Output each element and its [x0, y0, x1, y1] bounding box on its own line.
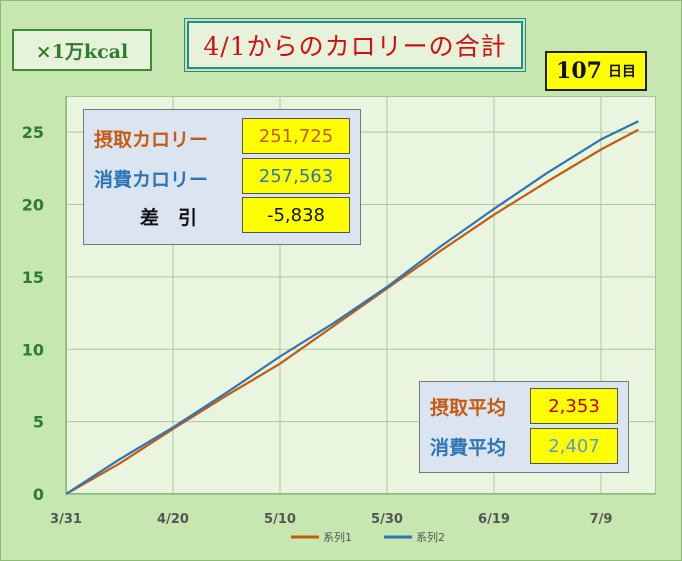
legend-label-1: 系列1	[323, 530, 352, 544]
averages-panel: 摂取平均 2,353 消費平均 2,407	[419, 381, 629, 473]
x-tick-label: 4/20	[157, 512, 189, 527]
y-tick-label: 5	[33, 413, 44, 432]
x-tick-label: 5/10	[264, 512, 296, 527]
intake-total-label: 摂取カロリー	[94, 128, 209, 151]
diff-label: 差 引	[140, 206, 198, 229]
intake-average-label: 摂取平均	[430, 396, 507, 419]
burn-average-label: 消費平均	[430, 436, 507, 459]
legend-label-2: 系列2	[416, 530, 445, 544]
x-tick-label: 3/31	[50, 512, 82, 527]
burn-total-value: 257,563	[242, 158, 350, 194]
y-tick-label: 25	[22, 123, 44, 142]
days-unit: 日目	[607, 64, 636, 80]
series-line-1	[65, 128, 639, 495]
burn-average-value: 2,407	[530, 428, 618, 464]
intake-total-value: 251,725	[242, 118, 350, 154]
x-tick-label: 6/19	[478, 512, 510, 527]
y-tick-label: 0	[33, 485, 44, 504]
diff-value: -5,838	[242, 197, 350, 233]
intake-average-value: 2,353	[530, 388, 618, 424]
y-tick-label: 10	[22, 340, 44, 359]
days-badge: 107 日目	[545, 51, 647, 91]
x-tick-label: 5/30	[371, 512, 403, 527]
totals-panel: 摂取カロリー 251,725 消費カロリー 257,563 差 引 -5,838	[83, 109, 361, 245]
series-line-2	[65, 120, 639, 495]
burn-total-label: 消費カロリー	[94, 168, 209, 191]
unit-label: ×1万kcal	[12, 29, 152, 71]
chart-title: 4/1からのカロリーの合計	[184, 18, 526, 72]
y-tick-label: 20	[22, 196, 44, 215]
y-tick-label: 15	[22, 268, 44, 287]
x-tick-label: 7/9	[590, 512, 613, 527]
days-number: 107	[556, 58, 602, 84]
